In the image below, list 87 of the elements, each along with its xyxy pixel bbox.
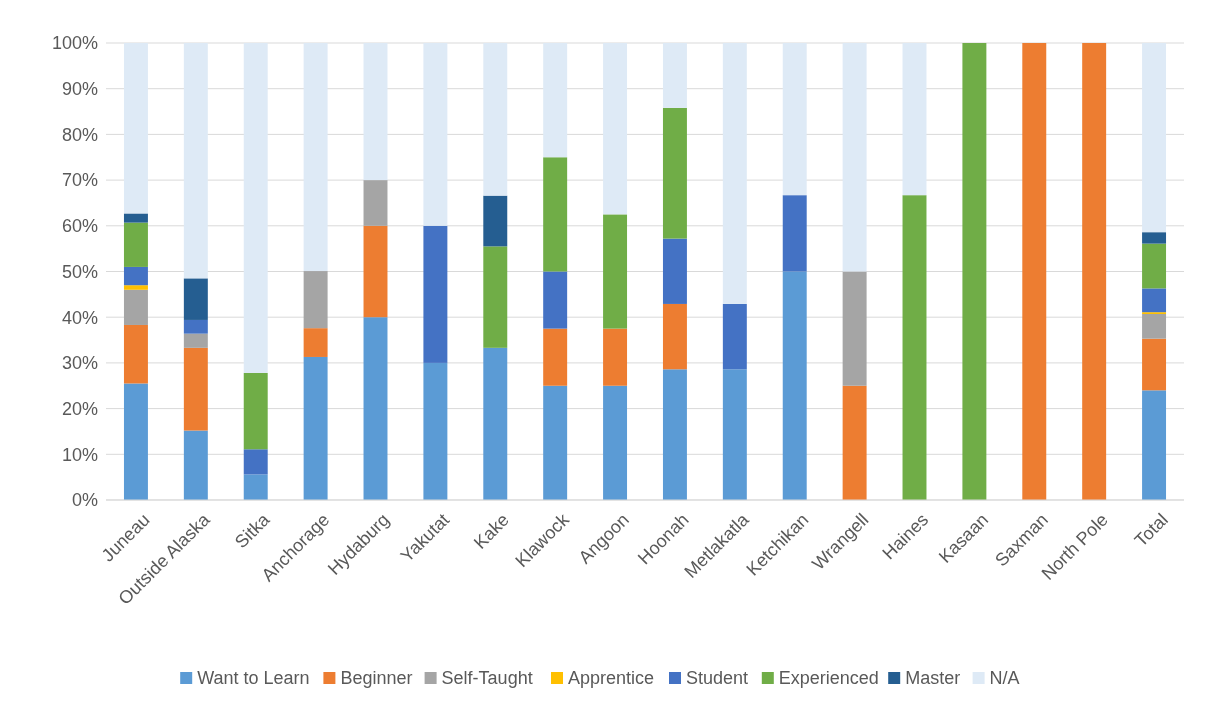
bar: [782, 195, 807, 272]
y-tick-label: 30%: [61, 353, 98, 374]
bar: [123, 289, 148, 325]
bar: [183, 43, 208, 279]
legend-label: Beginner: [340, 668, 413, 689]
bar: [1142, 390, 1167, 500]
bar: [483, 195, 508, 247]
bar: [662, 303, 687, 370]
bar: [1022, 43, 1047, 500]
bar: [123, 222, 148, 267]
y-tick-label: 0%: [71, 490, 98, 511]
bar: [603, 328, 628, 386]
bar: [1142, 43, 1167, 233]
bar: [183, 430, 208, 500]
bar: [543, 43, 568, 158]
bar: [1142, 232, 1167, 244]
bar: [543, 385, 568, 500]
bar: [782, 43, 807, 196]
bar: [603, 43, 628, 215]
y-tick-label: 100%: [51, 33, 98, 54]
y-tick-label: 70%: [61, 170, 98, 191]
legend-label: N/A: [989, 668, 1020, 689]
bar: [303, 328, 328, 357]
bar: [123, 324, 148, 384]
bar: [1142, 338, 1167, 391]
legend-label: Master: [905, 668, 961, 689]
bar: [722, 303, 747, 370]
bar: [483, 43, 508, 196]
bar: [123, 213, 148, 223]
legend-label: Self-Taught: [441, 668, 533, 689]
y-tick-label: 50%: [61, 261, 98, 282]
legend-label: Experienced: [778, 668, 879, 689]
bar: [123, 266, 148, 286]
legend-label: Student: [686, 668, 749, 689]
bar: [363, 180, 388, 226]
y-tick-label: 40%: [61, 307, 98, 328]
bar: [243, 474, 268, 500]
bar: [303, 43, 328, 272]
bar: [662, 369, 687, 500]
y-tick-label: 80%: [61, 124, 98, 145]
bar: [902, 195, 927, 500]
bar: [1142, 314, 1167, 339]
bar: [782, 271, 807, 500]
y-tick-label: 60%: [61, 216, 98, 237]
y-tick-label: 10%: [61, 444, 98, 465]
bar: [842, 43, 867, 272]
bar: [363, 225, 388, 318]
bar: [543, 157, 568, 272]
bar: [423, 362, 448, 500]
bar: [543, 328, 568, 386]
y-tick-label: 20%: [61, 398, 98, 419]
bar: [662, 43, 687, 108]
bar: [1142, 288, 1167, 313]
bar: [483, 246, 508, 348]
bar: [1142, 243, 1167, 289]
bar: [183, 333, 208, 348]
bar: [423, 43, 448, 226]
bar: [243, 449, 268, 475]
bar: [183, 319, 208, 334]
bar: [123, 383, 148, 500]
bar: [603, 385, 628, 500]
bar: [662, 238, 687, 304]
bar: [183, 347, 208, 431]
bar: [363, 43, 388, 181]
bar: [483, 347, 508, 500]
bar: [543, 271, 568, 329]
bar: [722, 43, 747, 304]
bar: [842, 385, 867, 500]
bar: [1082, 43, 1107, 500]
bar: [423, 225, 448, 363]
bar: [603, 214, 628, 329]
bar: [842, 271, 867, 386]
bar: [662, 107, 687, 239]
bar: [363, 317, 388, 500]
legend-label: Apprentice: [568, 668, 655, 689]
bar: [183, 278, 208, 320]
bar: [123, 285, 148, 290]
bar: [243, 372, 268, 450]
bar: [243, 43, 268, 373]
bar: [303, 271, 328, 329]
bar: [303, 356, 328, 500]
bar: [722, 369, 747, 500]
bar: [962, 43, 987, 500]
bar: [123, 43, 148, 214]
legend-label: Want to Learn: [197, 668, 310, 689]
bar: [902, 43, 927, 196]
y-tick-label: 90%: [61, 79, 98, 99]
